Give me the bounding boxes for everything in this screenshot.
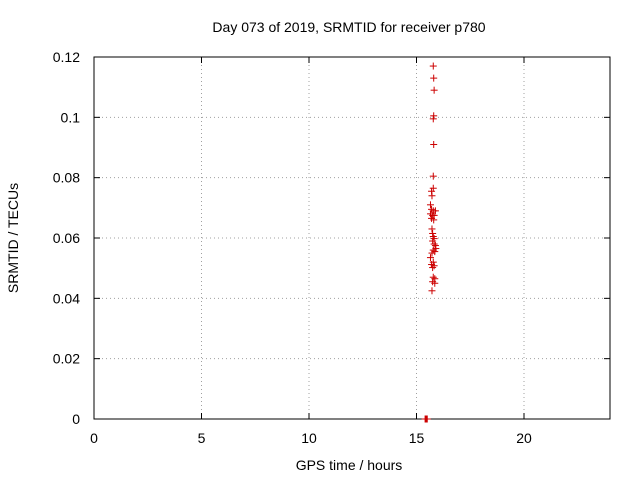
y-tick-label: 0.1 [61, 109, 81, 125]
y-tick-label: 0.06 [53, 230, 80, 246]
y-tick-label: 0.12 [53, 49, 80, 65]
data-point [429, 172, 437, 180]
data-point [428, 225, 436, 233]
data-point [429, 115, 437, 123]
data-point [430, 140, 438, 148]
data-point [429, 184, 437, 192]
y-tick-label: 0.02 [53, 351, 80, 367]
data-point [429, 264, 437, 272]
data-point [431, 279, 439, 287]
data-point [426, 201, 434, 209]
data-point [430, 216, 438, 224]
data-point [426, 254, 434, 262]
data-point [423, 415, 431, 423]
axis-ticks [93, 56, 610, 420]
data-point [429, 237, 437, 245]
chart-title: Day 073 of 2019, SRMTID for receiver p78… [212, 19, 485, 35]
data-point [429, 246, 437, 254]
data-point [428, 249, 436, 257]
data-point [431, 207, 439, 215]
data-point [430, 74, 438, 82]
x-tick-label: 0 [90, 430, 98, 446]
data-point [428, 287, 436, 295]
y-tick-label: 0 [72, 411, 80, 427]
data-point [429, 62, 437, 70]
x-tick-label: 20 [516, 430, 532, 446]
x-axis-label: GPS time / hours [296, 457, 403, 473]
grid [94, 57, 610, 419]
data-point [429, 229, 437, 237]
tick-labels: 0 5 10 15 20 0 0.02 0.04 0.06 0.08 0.1 0.12 [53, 49, 532, 446]
data-point [430, 262, 438, 270]
plot-frame [93, 56, 611, 420]
data-point [428, 205, 436, 213]
y-tick-label: 0.08 [53, 170, 80, 186]
y-tick-label: 0.04 [53, 290, 80, 306]
data-point [428, 192, 436, 200]
x-tick-label: 5 [198, 430, 206, 446]
x-tick-label: 15 [409, 430, 425, 446]
data-point [430, 86, 438, 94]
data-point [430, 240, 438, 248]
data-points [421, 62, 440, 423]
x-tick-label: 10 [301, 430, 317, 446]
data-point [429, 273, 437, 281]
y-axis-label: SRMTID / TECUs [5, 183, 21, 293]
